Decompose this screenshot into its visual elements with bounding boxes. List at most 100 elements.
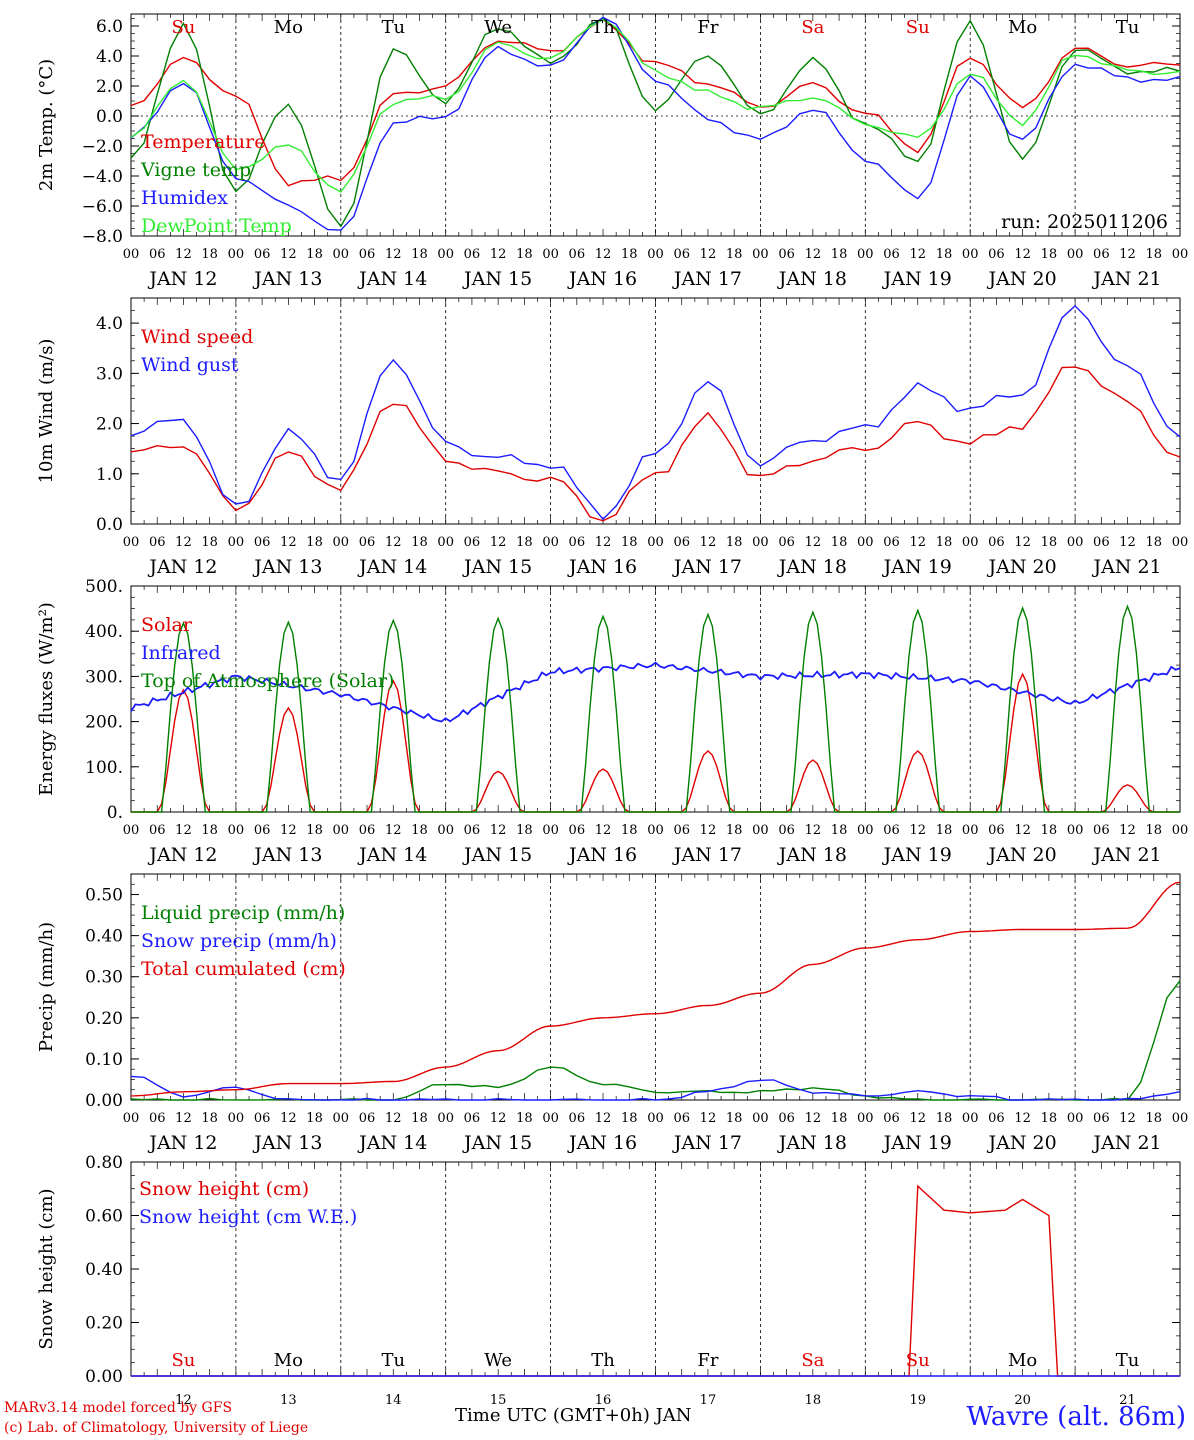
legend-entry: Snow height (cm)	[139, 1178, 309, 1200]
day-name-bottom: Th	[591, 1350, 615, 1371]
hour-tick-label: 06	[778, 535, 795, 550]
day-number: 12	[175, 1393, 192, 1408]
date-label: JAN 18	[777, 1132, 847, 1154]
hour-tick-label: 00	[647, 1111, 664, 1126]
hour-tick-label: 18	[936, 823, 953, 838]
day-name-bottom: Tu	[1116, 1350, 1140, 1371]
legend-entry: Snow precip (mm/h)	[141, 930, 337, 952]
hour-tick-label: 18	[936, 1111, 953, 1126]
hour-tick-label: 18	[306, 1111, 323, 1126]
hour-tick-label: 00	[437, 247, 454, 262]
hour-tick-label: 12	[805, 247, 822, 262]
day-name-bottom: Su	[906, 1350, 930, 1371]
y-axis-label: 10m Wind (m/s)	[36, 339, 57, 484]
day-name-bottom: Mo	[1008, 1350, 1037, 1371]
hour-tick-label: 00	[542, 823, 559, 838]
hour-tick-label: 18	[306, 823, 323, 838]
hour-tick-label: 06	[254, 1111, 271, 1126]
y-tick-label: −2.0	[82, 137, 123, 157]
date-label: JAN 16	[567, 268, 637, 290]
hour-tick-label: 00	[752, 535, 769, 550]
date-label: JAN 15	[462, 556, 532, 578]
hour-tick-label: 06	[883, 823, 900, 838]
y-tick-label: 0.20	[85, 1314, 123, 1334]
y-tick-label: 2.0	[96, 415, 123, 435]
hour-tick-label: 00	[333, 247, 350, 262]
hour-tick-label: 00	[542, 535, 559, 550]
hour-tick-label: 18	[621, 823, 638, 838]
day-name-top: Su	[906, 17, 930, 38]
day-number: 15	[490, 1393, 507, 1408]
hour-tick-label: 00	[962, 247, 979, 262]
hour-tick-label: 18	[306, 535, 323, 550]
day-number: 16	[595, 1393, 612, 1408]
date-label: JAN 19	[882, 844, 952, 866]
hour-tick-label: 12	[280, 535, 297, 550]
legend-entry: Infrared	[141, 642, 221, 664]
hour-tick-label: 12	[490, 535, 507, 550]
hour-tick-label: 12	[490, 823, 507, 838]
hour-tick-label: 06	[1093, 247, 1110, 262]
hour-tick-label: 06	[778, 823, 795, 838]
day-name-top: Tu	[381, 17, 405, 38]
hour-tick-label: 06	[464, 1111, 481, 1126]
hour-tick-label: 00	[647, 823, 664, 838]
date-label: JAN 18	[777, 556, 847, 578]
y-tick-label: 0.20	[85, 1009, 123, 1029]
hour-tick-label: 12	[909, 535, 926, 550]
y-tick-label: −8.0	[82, 227, 123, 247]
hour-tick-label: 18	[411, 247, 428, 262]
hour-tick-label: 12	[700, 823, 717, 838]
hour-tick-label: 18	[1146, 535, 1163, 550]
hour-tick-label: 00	[647, 535, 664, 550]
day-name-bottom: Sa	[801, 1350, 824, 1371]
hour-tick-label: 12	[385, 247, 402, 262]
hour-tick-label: 12	[1014, 1111, 1031, 1126]
hour-tick-label: 06	[359, 823, 376, 838]
hour-tick-label: 12	[909, 823, 926, 838]
hour-tick-label: 12	[1119, 823, 1136, 838]
hour-tick-label: 18	[516, 823, 533, 838]
hour-tick-label: 18	[1146, 1111, 1163, 1126]
legend-entry: Solar	[141, 614, 193, 636]
hour-tick-label: 18	[1146, 247, 1163, 262]
hour-tick-label: 06	[778, 1111, 795, 1126]
date-label: JAN 21	[1091, 1132, 1161, 1154]
y-tick-label: 500.	[85, 577, 123, 597]
y-tick-label: 0.	[107, 803, 123, 823]
hour-tick-label: 00	[1067, 247, 1084, 262]
hour-tick-label: 06	[464, 535, 481, 550]
date-label: JAN 18	[777, 844, 847, 866]
hour-tick-label: 18	[726, 823, 743, 838]
y-tick-label: 200.	[85, 713, 123, 733]
y-tick-label: 3.0	[96, 364, 123, 384]
day-name-bottom: Mo	[274, 1350, 303, 1371]
day-name-top: Mo	[1008, 17, 1037, 38]
hour-tick-label: 12	[805, 823, 822, 838]
hour-tick-label: 12	[1119, 247, 1136, 262]
hour-tick-label: 06	[883, 535, 900, 550]
hour-tick-label: 00	[752, 1111, 769, 1126]
hour-tick-label: 12	[280, 247, 297, 262]
hour-tick-label: 12	[909, 1111, 926, 1126]
day-name-top: Th	[591, 17, 615, 38]
run-annotation: run: 2025011206	[1001, 211, 1168, 233]
hour-tick-label: 06	[778, 247, 795, 262]
hour-tick-label: 06	[359, 1111, 376, 1126]
hour-tick-label: 18	[516, 535, 533, 550]
hour-tick-label: 00	[542, 1111, 559, 1126]
legend-entry: Snow height (cm W.E.)	[139, 1206, 357, 1228]
hour-tick-label: 06	[254, 247, 271, 262]
hour-tick-label: 18	[936, 535, 953, 550]
date-label: JAN 21	[1091, 556, 1161, 578]
day-name-bottom: Su	[171, 1350, 195, 1371]
hour-tick-label: 06	[359, 535, 376, 550]
hour-tick-label: 00	[962, 535, 979, 550]
hour-tick-label: 12	[805, 535, 822, 550]
hour-tick-label: 12	[1014, 247, 1031, 262]
series-line-top-of-atmosphere-solar-	[131, 604, 1180, 813]
y-tick-label: 0.10	[85, 1050, 123, 1070]
hour-tick-label: 18	[726, 247, 743, 262]
hour-tick-label: 06	[673, 1111, 690, 1126]
